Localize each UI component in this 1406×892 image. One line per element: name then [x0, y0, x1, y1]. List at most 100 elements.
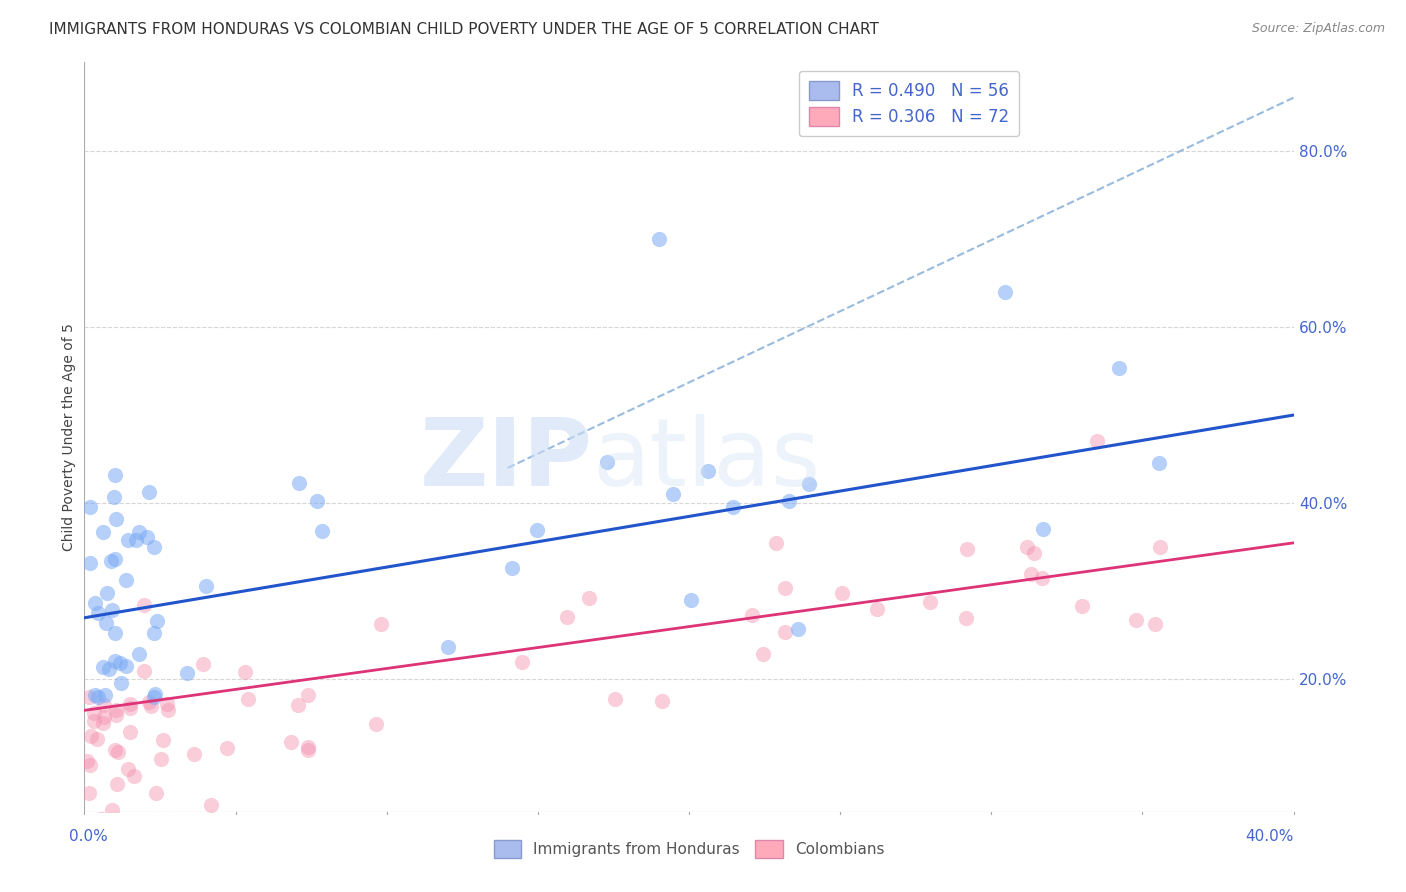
Point — [1125, 613, 1147, 627]
Point — [156, 703, 179, 717]
Point — [143, 625, 166, 640]
Point — [156, 697, 179, 711]
Point — [91, 660, 114, 674]
Point — [80, 729, 103, 743]
Point — [128, 647, 150, 661]
Point — [132, 598, 155, 612]
Point — [364, 717, 387, 731]
Point — [104, 743, 127, 757]
Point — [136, 530, 159, 544]
Point — [93, 688, 115, 702]
Point — [143, 690, 166, 705]
Point — [176, 666, 198, 681]
Point — [555, 610, 578, 624]
Point — [679, 593, 702, 607]
Point — [501, 561, 523, 575]
Point — [93, 698, 115, 713]
Point — [721, 500, 744, 514]
Text: IMMIGRANTS FROM HONDURAS VS COLOMBIAN CHILD POVERTY UNDER THE AGE OF 5 CORRELATI: IMMIGRANTS FROM HONDURAS VS COLOMBIAN CH… — [49, 22, 879, 37]
Point — [651, 694, 673, 708]
Point — [297, 739, 319, 754]
Point — [288, 475, 311, 490]
Point — [741, 607, 763, 622]
Point — [86, 731, 108, 746]
Point — [955, 611, 977, 625]
Point — [117, 762, 139, 776]
Point — [104, 703, 127, 717]
Point — [91, 715, 114, 730]
Point — [955, 541, 977, 556]
Point — [125, 533, 148, 548]
Point — [200, 798, 222, 813]
Point — [773, 581, 796, 595]
Point — [1085, 434, 1108, 449]
Point — [141, 699, 163, 714]
Point — [108, 656, 131, 670]
Point — [94, 615, 117, 630]
Point — [605, 692, 627, 706]
Point — [103, 490, 125, 504]
Point — [100, 803, 122, 817]
Point — [297, 688, 319, 702]
Point — [183, 747, 205, 761]
Point — [87, 690, 110, 705]
Point — [120, 697, 142, 711]
Point — [107, 745, 129, 759]
Point — [138, 484, 160, 499]
Point — [1144, 617, 1167, 632]
Point — [287, 698, 309, 712]
Point — [866, 602, 889, 616]
Point — [297, 743, 319, 757]
Point — [91, 524, 114, 539]
Point — [195, 580, 218, 594]
Point — [114, 573, 136, 587]
Point — [145, 687, 167, 701]
Point — [765, 536, 787, 550]
Point — [145, 786, 167, 800]
Point — [217, 741, 239, 756]
Point — [104, 626, 127, 640]
Text: 0.0%: 0.0% — [69, 830, 108, 845]
Point — [370, 616, 392, 631]
Point — [104, 552, 127, 566]
Point — [118, 724, 141, 739]
Point — [149, 752, 172, 766]
Legend: Immigrants from Honduras, Colombians: Immigrants from Honduras, Colombians — [488, 834, 890, 864]
Point — [83, 706, 105, 720]
Point — [79, 557, 101, 571]
Point — [90, 812, 112, 826]
Y-axis label: Child Poverty Under the Age of 5: Child Poverty Under the Age of 5 — [62, 323, 76, 551]
Point — [103, 654, 125, 668]
Point — [96, 586, 118, 600]
Point — [173, 814, 195, 828]
Point — [76, 754, 98, 768]
Point — [1031, 571, 1053, 585]
Point — [578, 591, 600, 606]
Point — [132, 664, 155, 678]
Point — [1149, 540, 1171, 554]
Point — [146, 813, 169, 827]
Point — [77, 786, 100, 800]
Point — [1147, 456, 1170, 470]
Point — [1015, 540, 1038, 554]
Point — [77, 690, 100, 705]
Point — [1032, 522, 1054, 536]
Point — [87, 607, 110, 621]
Point — [831, 586, 853, 600]
Point — [752, 648, 775, 662]
Point — [114, 658, 136, 673]
Point — [648, 232, 671, 246]
Point — [920, 595, 942, 609]
Point — [510, 655, 533, 669]
Point — [138, 695, 160, 709]
Text: Source: ZipAtlas.com: Source: ZipAtlas.com — [1251, 22, 1385, 36]
Point — [84, 688, 107, 702]
Point — [93, 710, 115, 724]
Point — [797, 477, 820, 491]
Point — [79, 757, 101, 772]
Point — [79, 500, 101, 514]
Point — [128, 524, 150, 539]
Point — [436, 640, 458, 654]
Point — [994, 285, 1017, 299]
Point — [104, 467, 127, 482]
